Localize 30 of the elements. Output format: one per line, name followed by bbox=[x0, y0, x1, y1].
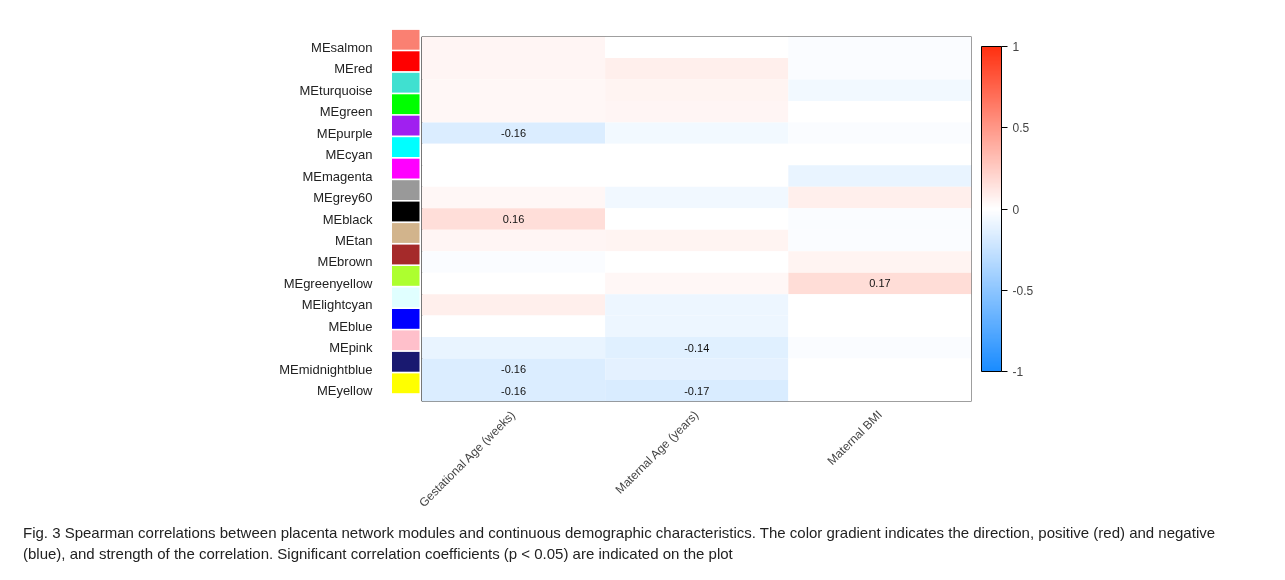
y-tick-label: MEsalmon bbox=[311, 39, 373, 55]
data-label: -0.17 bbox=[684, 384, 710, 397]
y-tick-label: MEcyan bbox=[325, 147, 373, 163]
y-tick-label: MEmidnightblue bbox=[279, 361, 373, 377]
y-tick-label: MEblack bbox=[322, 211, 373, 227]
y-tick-label: MEgreenyellow bbox=[283, 275, 374, 291]
y-tick-label: MEgreen bbox=[319, 104, 373, 120]
y-tick-label: MEturquoise bbox=[299, 82, 373, 98]
color-bar-label: 1 bbox=[1012, 40, 1020, 54]
color-bar-label: 0.5 bbox=[1012, 121, 1030, 136]
color-bar-label: 0 bbox=[1012, 202, 1020, 217]
y-tick-label: MEgrey60 bbox=[313, 190, 373, 206]
color-bar-label: -1 bbox=[1012, 365, 1024, 379]
data-label: -0.16 bbox=[501, 384, 527, 397]
y-tick-label: MEpink bbox=[329, 340, 373, 356]
data-label: -0.16 bbox=[501, 363, 527, 376]
y-tick-label: MEbrown bbox=[317, 254, 373, 270]
y-tick-label: MEred bbox=[334, 61, 373, 77]
y-tick-label: MEmagenta bbox=[302, 168, 374, 184]
data-label: -0.14 bbox=[684, 341, 710, 354]
data-label: -0.16 bbox=[501, 127, 527, 140]
y-tick-label: MElightcyan bbox=[301, 297, 373, 313]
y-tick-label: MEtan bbox=[334, 232, 373, 248]
data-label: 0.17 bbox=[869, 277, 891, 290]
y-tick-label: MEyellow bbox=[316, 383, 374, 399]
data-label: 0.16 bbox=[502, 213, 525, 225]
y-tick-label: MEblue bbox=[328, 318, 373, 334]
caption: Fig. 3 Spearman correlations between placenta network modules and continuous demographic characteristics. The color gradient indicates the direction, positive (red) and negative (blue), and strength of the correlation. Significant correlation coefficients (p < 0.05) are indicated on the plot bbox=[23, 523, 1217, 565]
color-bar-label: -0.5 bbox=[1012, 283, 1034, 298]
y-tick-label: MEpurple bbox=[316, 125, 373, 141]
